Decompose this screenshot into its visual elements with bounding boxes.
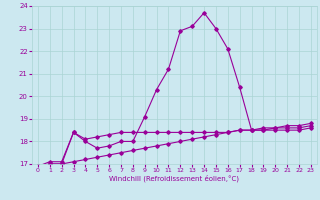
X-axis label: Windchill (Refroidissement éolien,°C): Windchill (Refroidissement éolien,°C) xyxy=(109,175,239,182)
